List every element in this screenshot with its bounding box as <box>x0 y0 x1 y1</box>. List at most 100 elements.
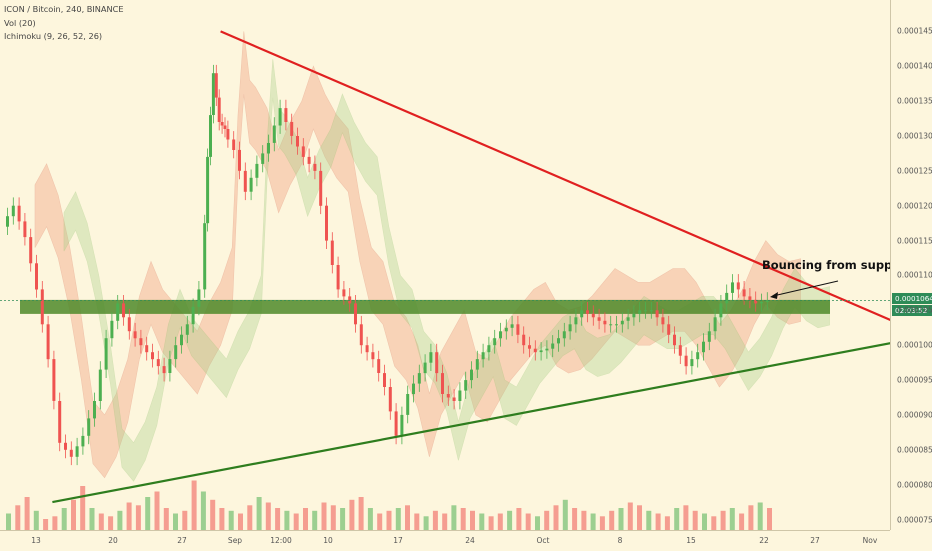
candle <box>325 205 328 241</box>
volume-bar <box>135 505 141 530</box>
support-zone <box>20 299 830 314</box>
volume-bar <box>655 513 661 530</box>
candle <box>435 352 439 374</box>
volume-bar <box>442 513 448 530</box>
candle <box>223 125 227 129</box>
volume-bar <box>71 499 76 530</box>
candle <box>11 205 15 217</box>
candle <box>510 324 514 328</box>
volume-bar <box>683 505 689 530</box>
candle <box>667 324 671 335</box>
candle <box>284 108 288 122</box>
volume-bar <box>702 513 707 530</box>
candle <box>110 320 114 339</box>
candle <box>359 324 363 346</box>
candle <box>116 303 120 321</box>
time-tick-label: 22 <box>759 536 769 545</box>
candle <box>533 348 537 353</box>
volume-bar <box>609 510 615 530</box>
candle <box>122 303 125 318</box>
candle <box>197 289 201 307</box>
candle <box>185 324 189 335</box>
symbol-legend[interactable]: ICON / Bitcoin, 240, BINANCE <box>4 4 124 14</box>
volume-bar <box>711 516 717 530</box>
candle <box>539 350 543 353</box>
volume-bar <box>590 513 596 530</box>
ichimoku-legend[interactable]: Ichimoku (9, 26, 52, 26) <box>4 31 103 41</box>
candle <box>75 446 79 457</box>
time-tick-label: Nov <box>862 536 878 545</box>
annotation-arrowhead <box>770 292 778 299</box>
candle <box>719 303 723 318</box>
candle <box>35 263 38 290</box>
candle <box>417 373 421 384</box>
candle <box>487 345 491 353</box>
candle <box>545 348 549 351</box>
candle <box>174 345 178 360</box>
candle <box>661 317 665 325</box>
candle <box>406 394 410 415</box>
candle <box>58 401 62 443</box>
volume-bar <box>275 508 281 530</box>
candle <box>678 345 682 356</box>
time-tick-label: 27 <box>810 536 820 545</box>
candle <box>765 300 769 302</box>
candle <box>731 282 734 293</box>
annotation-arrow <box>772 280 839 297</box>
volume-bar <box>145 497 151 530</box>
candle <box>481 352 485 360</box>
candle <box>475 359 479 370</box>
candle <box>400 414 404 436</box>
candle <box>748 296 752 300</box>
ichimoku-cloud-bull <box>63 59 830 482</box>
candle <box>217 97 221 122</box>
candle <box>690 359 694 367</box>
candle <box>278 108 282 126</box>
candle <box>452 397 456 401</box>
volume-bar <box>748 505 754 530</box>
volume-bar <box>581 510 587 530</box>
candle <box>603 320 607 325</box>
volume-bar <box>377 513 383 530</box>
volume-bar <box>767 508 772 530</box>
volume-bar <box>265 502 271 530</box>
volume-bar <box>340 508 346 530</box>
candle <box>673 334 676 346</box>
candle <box>206 156 210 224</box>
candle <box>644 310 647 312</box>
volume-bar <box>386 510 392 530</box>
volume-bar <box>284 510 290 530</box>
price-chart[interactable] <box>0 0 890 530</box>
time-tick-label: 12:00 <box>270 536 292 545</box>
time-tick-label: Sep <box>227 536 243 545</box>
candle <box>342 289 346 297</box>
candle <box>151 352 154 360</box>
volume-legend[interactable]: Vol (20) <box>4 18 36 28</box>
time-axis[interactable]: 13 20 27 Sep 12:00 10 17 24 Oct 8 15 22 27 Nov <box>0 530 890 551</box>
candle <box>238 149 241 171</box>
volume-bar <box>293 513 299 530</box>
volume-bar <box>479 513 485 530</box>
volume-bar <box>33 510 39 530</box>
volume-bar <box>154 491 160 530</box>
candle <box>267 143 270 154</box>
bounce-annotation: Bouncing from support <box>762 258 912 272</box>
candle <box>702 341 705 353</box>
volume-bar <box>330 505 336 530</box>
candle <box>226 129 230 140</box>
volume-bar <box>15 505 21 530</box>
candle <box>638 310 642 314</box>
candle <box>307 156 311 164</box>
volume-bar <box>200 491 206 530</box>
volume-bar <box>525 513 531 530</box>
volume-bar <box>182 510 188 530</box>
volume-bar <box>544 510 550 530</box>
volume-bar <box>228 510 234 530</box>
volume-bar <box>562 499 568 530</box>
